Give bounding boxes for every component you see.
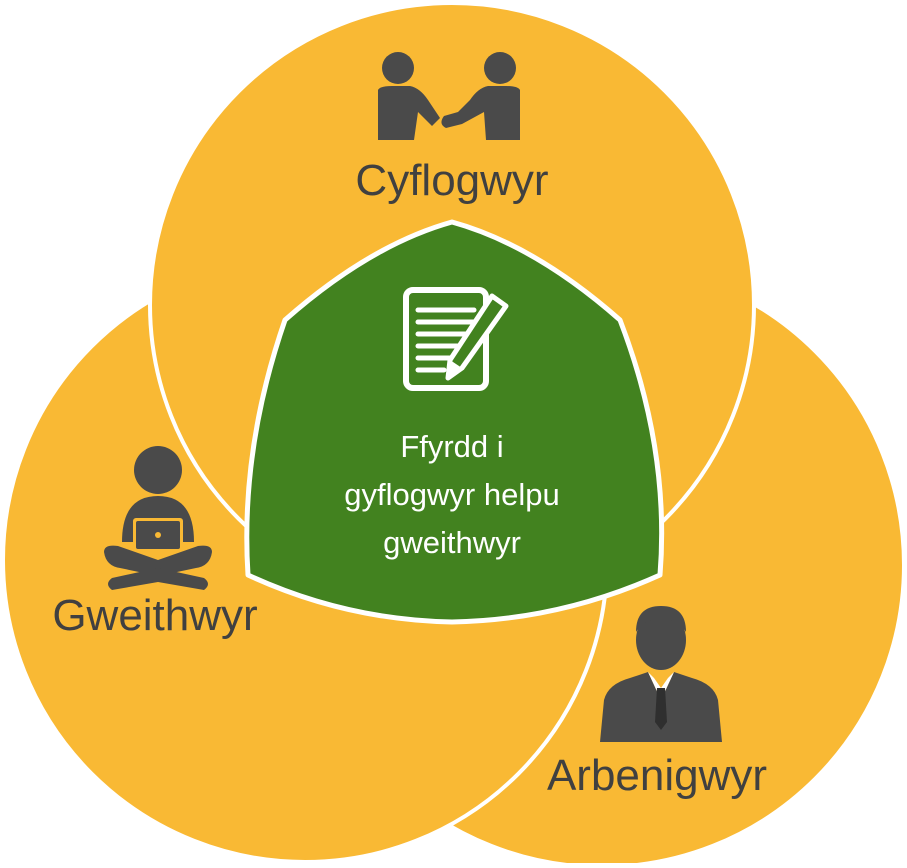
label-employers: Cyflogwyr — [355, 156, 548, 205]
label-workers: Gweithwyr — [52, 591, 257, 640]
person-laptop-icon — [104, 446, 212, 590]
center-line-1: Ffyrdd i — [400, 429, 503, 464]
center-intersection — [244, 219, 665, 625]
center-line-2: gyflogwyr helpu — [344, 477, 559, 512]
businessman-icon — [600, 606, 722, 742]
label-experts: Arbenigwyr — [547, 751, 767, 800]
handshake-icon — [378, 52, 520, 140]
document-pen-icon — [403, 287, 509, 391]
center-line-3: gweithwyr — [383, 525, 521, 560]
